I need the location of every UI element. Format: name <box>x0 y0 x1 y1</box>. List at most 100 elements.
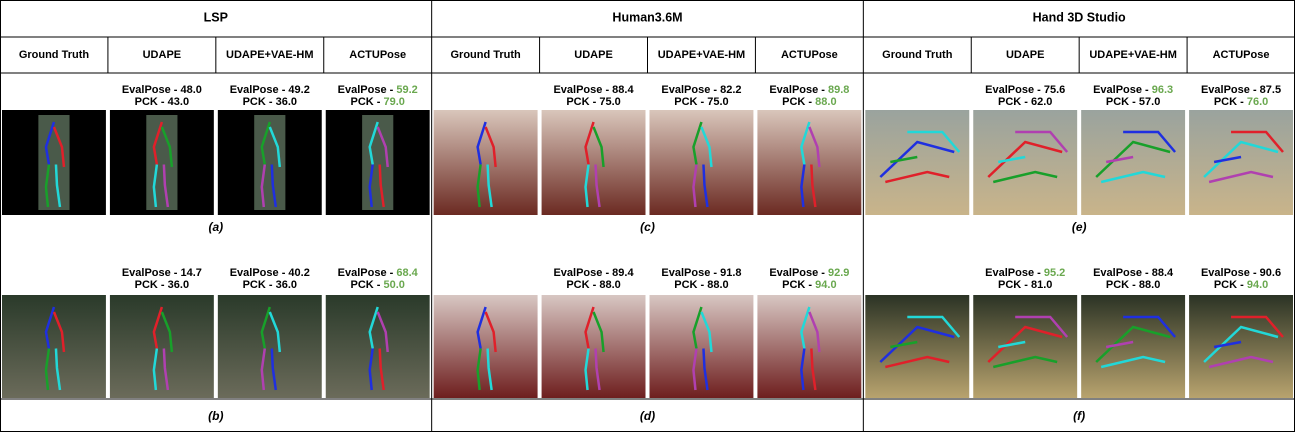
pose-image <box>110 110 214 215</box>
score-line: EvalPose - 48.0 <box>122 84 202 96</box>
score-line: EvalPose - 14.7 <box>122 267 202 279</box>
score-line: PCK - 76.0 <box>1214 96 1268 108</box>
pose-image <box>973 110 1077 215</box>
score-value: 96.3 <box>1152 84 1173 96</box>
score-line: EvalPose - 40.2 <box>230 267 310 279</box>
pose-image <box>2 110 106 215</box>
pose-image <box>542 110 646 215</box>
column-header: UDAPE <box>1006 49 1045 61</box>
score-value: 75.0 <box>599 96 620 108</box>
score-label: PCK - <box>566 279 599 291</box>
score-line: PCK - 57.0 <box>1106 96 1160 108</box>
column-header: ACTUPose <box>781 49 838 61</box>
score-line: EvalPose - 91.8 <box>661 267 741 279</box>
score-value: 48.0 <box>181 84 202 96</box>
score-line: PCK - 36.0 <box>135 279 189 291</box>
column-header: UDAPE+VAE-HM <box>658 49 746 61</box>
image-bg <box>865 295 969 398</box>
pose-image <box>757 295 861 398</box>
image-bg <box>973 295 1077 398</box>
score-value: 89.4 <box>612 267 634 279</box>
score-value: 90.6 <box>1260 267 1281 279</box>
score-line: PCK - 88.0 <box>782 96 836 108</box>
score-line: EvalPose - 96.3 <box>1093 84 1173 96</box>
image-bg <box>1081 295 1185 398</box>
pose-image <box>434 295 538 398</box>
score-label: EvalPose - <box>1201 84 1260 96</box>
pose-image <box>757 110 861 215</box>
pose-image <box>973 295 1077 398</box>
score-label: EvalPose - <box>1093 84 1152 96</box>
score-value: 81.0 <box>1031 279 1052 291</box>
score-line: PCK - 62.0 <box>998 96 1052 108</box>
score-line: PCK - 94.0 <box>1214 279 1268 291</box>
score-label: PCK - <box>350 279 383 291</box>
score-value: 92.9 <box>828 267 849 279</box>
score-label: EvalPose - <box>985 267 1044 279</box>
score-value: 87.5 <box>1260 84 1281 96</box>
score-label: EvalPose - <box>338 267 397 279</box>
score-label: PCK - <box>674 96 707 108</box>
score-value: 88.4 <box>612 84 634 96</box>
score-label: EvalPose - <box>122 267 181 279</box>
score-label: EvalPose - <box>661 267 720 279</box>
score-line: EvalPose - 88.4 <box>1093 267 1174 279</box>
score-label: PCK - <box>566 96 599 108</box>
score-label: PCK - <box>998 96 1031 108</box>
score-line: EvalPose - 88.4 <box>553 84 634 96</box>
score-line: EvalPose - 49.2 <box>230 84 310 96</box>
column-header: ACTUPose <box>349 49 406 61</box>
score-line: EvalPose - 59.2 <box>338 84 418 96</box>
score-label: EvalPose - <box>985 84 1044 96</box>
score-line: EvalPose - 68.4 <box>338 267 419 279</box>
pose-image <box>218 295 322 398</box>
score-value: 36.0 <box>276 96 297 108</box>
score-value: 88.0 <box>815 96 836 108</box>
pose-image <box>2 295 106 398</box>
pose-image <box>434 110 538 215</box>
score-label: PCK - <box>782 96 815 108</box>
score-value: 79.0 <box>383 96 404 108</box>
pose-image <box>865 110 969 215</box>
column-header: UDAPE <box>574 49 613 61</box>
score-value: 88.0 <box>707 279 728 291</box>
pose-image <box>110 295 214 398</box>
score-value: 59.2 <box>396 84 417 96</box>
image-bg <box>865 110 969 215</box>
score-label: EvalPose - <box>661 84 720 96</box>
score-value: 88.4 <box>1152 267 1174 279</box>
score-label: PCK - <box>243 96 276 108</box>
score-line: PCK - 43.0 <box>135 96 189 108</box>
column-header: UDAPE+VAE-HM <box>226 49 314 61</box>
score-label: EvalPose - <box>553 84 612 96</box>
score-value: 36.0 <box>168 279 189 291</box>
score-line: EvalPose - 89.4 <box>553 267 634 279</box>
image-bg <box>1189 110 1293 215</box>
score-value: 50.0 <box>383 279 404 291</box>
column-header: UDAPE+VAE-HM <box>1089 49 1177 61</box>
score-line: PCK - 94.0 <box>782 279 836 291</box>
score-label: PCK - <box>1106 279 1139 291</box>
score-value: 75.6 <box>1044 84 1065 96</box>
score-line: PCK - 75.0 <box>674 96 728 108</box>
caption: (a) <box>208 220 223 234</box>
pose-image <box>1189 295 1293 398</box>
section-title: Human3.6M <box>612 10 682 24</box>
score-line: PCK - 36.0 <box>243 279 297 291</box>
score-value: 40.2 <box>288 267 309 279</box>
score-line: EvalPose - 90.6 <box>1201 267 1281 279</box>
score-value: 49.2 <box>288 84 309 96</box>
score-label: EvalPose - <box>769 267 828 279</box>
score-line: PCK - 75.0 <box>566 96 620 108</box>
score-value: 68.4 <box>396 267 418 279</box>
score-value: 88.0 <box>599 279 620 291</box>
score-line: PCK - 50.0 <box>350 279 404 291</box>
score-label: EvalPose - <box>230 84 289 96</box>
pose-image <box>1081 110 1185 215</box>
score-value: 43.0 <box>168 96 189 108</box>
score-label: PCK - <box>243 279 276 291</box>
score-label: PCK - <box>782 279 815 291</box>
score-value: 89.8 <box>828 84 849 96</box>
score-value: 76.0 <box>1247 96 1268 108</box>
score-line: EvalPose - 87.5 <box>1201 84 1281 96</box>
